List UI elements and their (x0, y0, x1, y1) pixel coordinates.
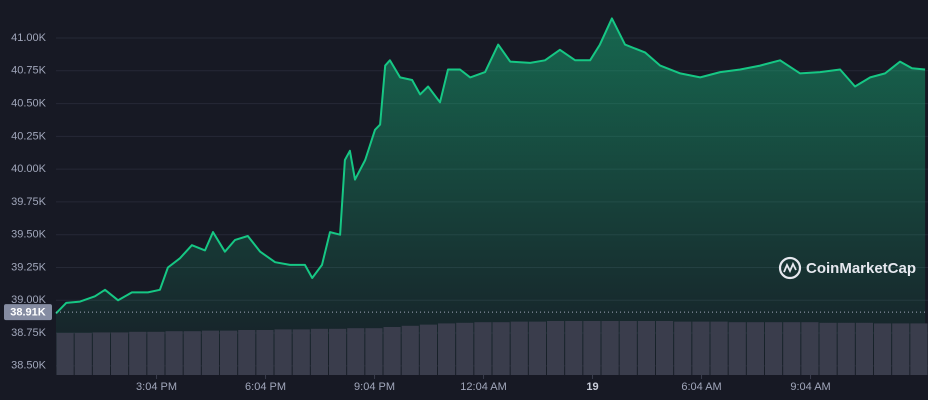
volume-bar (292, 329, 310, 375)
volume-bar (510, 321, 528, 375)
volume-bar (892, 323, 910, 375)
volume-bar (310, 328, 328, 375)
labels: 38.50K 38.75K 39.00K 39.25K 39.50K 39.75K 40.0… (4, 32, 928, 393)
volume-bar (238, 330, 256, 375)
volume-bar (92, 332, 110, 375)
volume-bar (819, 322, 837, 375)
y-tick-label: 40.50K (11, 97, 47, 109)
x-tick-label: 6:04 PM (245, 381, 286, 393)
volume-bar (383, 327, 401, 375)
volume-bar (528, 321, 546, 375)
logo (778, 256, 802, 280)
volume (56, 321, 928, 375)
x-tick-label: 19 (586, 381, 598, 393)
watermark: CoinMarketCap (778, 256, 916, 280)
current-price-label: 38.91K (10, 306, 46, 318)
volume-bar (256, 330, 274, 375)
volume-bar (692, 321, 710, 375)
volume-bar (746, 322, 764, 375)
volume-bar (220, 330, 238, 375)
y-tick-label: 39.00K (11, 294, 47, 306)
volume-bar (547, 321, 565, 375)
y-tick-label: 38.75K (11, 327, 47, 339)
volume-bar (401, 325, 419, 375)
x-tick-label: 3:04 PM (136, 381, 177, 393)
volume-bar (147, 331, 165, 375)
volume-bar (837, 322, 855, 375)
y-tick-label: 39.25K (11, 261, 47, 273)
volume-bar (165, 331, 183, 375)
x-tick-label: 12:04 AM (460, 381, 506, 393)
y-tick-label: 40.25K (11, 130, 47, 142)
volume-bar (347, 328, 365, 375)
volume-bar (656, 321, 674, 375)
volume-bar (274, 329, 292, 375)
volume-bar (855, 322, 873, 375)
x-tick-label: 9:04 PM (354, 381, 395, 393)
volume-bar (910, 323, 928, 375)
volume-bar (728, 322, 746, 375)
volume-bar (801, 322, 819, 375)
y-tick-label: 39.75K (11, 196, 47, 208)
volume-bar (601, 321, 619, 375)
volume-bar (56, 333, 74, 375)
volume-bar (637, 321, 655, 375)
volume-bar (565, 321, 583, 375)
x-tick-label: 9:04 AM (790, 381, 830, 393)
volume-bar (674, 321, 692, 375)
price-line (55, 17, 926, 315)
x-tick-label: 6:04 AM (681, 381, 721, 393)
volume-bar (201, 330, 219, 375)
volume-bar (474, 322, 492, 375)
volume-bar (129, 331, 147, 375)
volume-bar (710, 321, 728, 375)
volume-bar (874, 323, 892, 375)
volume-bar (419, 324, 437, 375)
volume-bar (583, 321, 601, 375)
current-price-tag (4, 304, 52, 321)
volume-bar (111, 332, 129, 375)
volume-bar (74, 333, 92, 375)
volume-bar (183, 331, 201, 375)
volume-bar (329, 328, 347, 375)
area-fill (56, 18, 926, 376)
volume-bar (765, 322, 783, 375)
volume-bar (456, 322, 474, 375)
y-tick-label: 38.50K (11, 360, 47, 372)
volume-bar (783, 322, 801, 375)
plot (55, 17, 926, 376)
logo-mark (783, 261, 797, 274)
volume-bar (438, 323, 456, 375)
y-tick-label: 41.00K (11, 32, 47, 44)
y-tick-label: 40.75K (11, 65, 47, 77)
volume-bar (619, 321, 637, 375)
y-tick-label: 39.50K (11, 229, 47, 241)
watermark-text: CoinMarketCap (806, 260, 916, 277)
volume-bar (365, 328, 383, 375)
y-tick-label: 40.00K (11, 163, 47, 175)
volume-bar (492, 322, 510, 375)
